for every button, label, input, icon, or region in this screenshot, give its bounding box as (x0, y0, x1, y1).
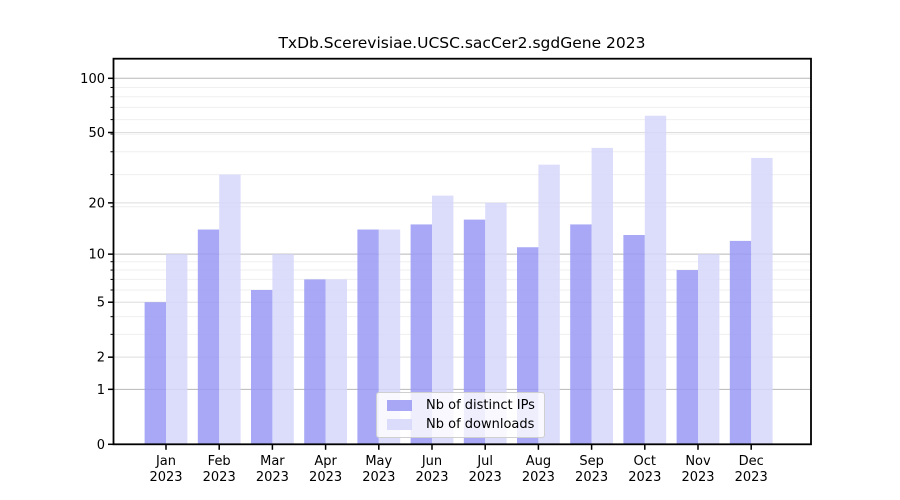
y-tick-label: 20 (88, 196, 105, 211)
bar-distinct-ips (144, 302, 166, 445)
bar-downloads (751, 157, 773, 445)
legend-label-downloads: Nb of downloads (426, 417, 535, 432)
bar-downloads (644, 115, 667, 445)
bar-distinct-ips (304, 279, 326, 445)
x-tick-label-year: 2023 (149, 470, 182, 485)
x-tick-label-year: 2023 (575, 470, 608, 485)
bar-downloads (698, 254, 720, 445)
bar-distinct-ips (676, 270, 698, 445)
bar-downloads (538, 164, 560, 445)
bar-downloads (378, 229, 401, 445)
bar-downloads (219, 174, 241, 445)
bar-distinct-ips (357, 229, 379, 445)
x-tick-label-month: Mar (260, 454, 285, 469)
axis-frame (112, 57, 812, 446)
bar-distinct-ips (410, 224, 432, 445)
y-tick-label: 10 (88, 248, 105, 263)
x-tick-label-year: 2023 (309, 470, 342, 485)
legend-label-distinct-ips: Nb of distinct IPs (426, 398, 535, 413)
y-tick-label: 100 (80, 72, 105, 87)
bar-downloads (325, 279, 347, 445)
chart-title: TxDb.Scerevisiae.UCSC.sacCer2.sgdGene 20… (278, 34, 646, 52)
x-tick-label-year: 2023 (415, 470, 448, 485)
x-tick-label-month: Jul (476, 454, 493, 469)
y-tick-label: 5 (97, 296, 105, 311)
x-tick-label-month: Jun (421, 454, 442, 469)
bar-distinct-ips (463, 219, 486, 445)
legend-item-downloads: Nb of downloads (385, 417, 536, 432)
bar-downloads (166, 254, 188, 445)
bar-downloads (272, 254, 294, 445)
legend: Nb of distinct IPs Nb of downloads (376, 392, 545, 438)
x-tick-label-month: Jan (155, 454, 176, 469)
y-tick-label: 2 (97, 351, 105, 366)
x-tick-label-month: Apr (314, 454, 337, 469)
bar-downloads (591, 147, 613, 445)
x-tick-label-month: Oct (634, 454, 656, 469)
x-tick-label-month: Sep (579, 454, 604, 469)
bar-distinct-ips (197, 229, 220, 445)
legend-swatch-distinct-ips (387, 400, 412, 411)
x-tick-label-month: Nov (685, 454, 711, 469)
bar-downloads (432, 195, 454, 445)
x-tick-label-month: Aug (526, 454, 551, 469)
y-tick-label: 1 (97, 383, 105, 398)
bar-distinct-ips (570, 224, 592, 445)
x-tick-label-year: 2023 (628, 470, 661, 485)
x-tick-label-year: 2023 (735, 470, 768, 485)
bar-distinct-ips (729, 240, 752, 445)
y-tick-label: 50 (88, 126, 105, 141)
x-tick-label-year: 2023 (681, 470, 714, 485)
bar-distinct-ips (251, 289, 273, 445)
x-tick-label-month: May (365, 454, 392, 469)
x-tick-label-year: 2023 (203, 470, 236, 485)
x-tick-label-month: Dec (739, 454, 764, 469)
bar-distinct-ips (623, 235, 645, 445)
bar-downloads (485, 202, 507, 445)
x-tick-label-year: 2023 (469, 470, 502, 485)
x-tick-label-year: 2023 (362, 470, 395, 485)
legend-item-distinct-ips: Nb of distinct IPs (385, 398, 536, 413)
legend-swatch-downloads (387, 419, 412, 430)
x-tick-label-month: Feb (208, 454, 231, 469)
x-tick-label-year: 2023 (256, 470, 289, 485)
x-tick-label-year: 2023 (522, 470, 555, 485)
y-tick-label: 0 (97, 438, 105, 453)
